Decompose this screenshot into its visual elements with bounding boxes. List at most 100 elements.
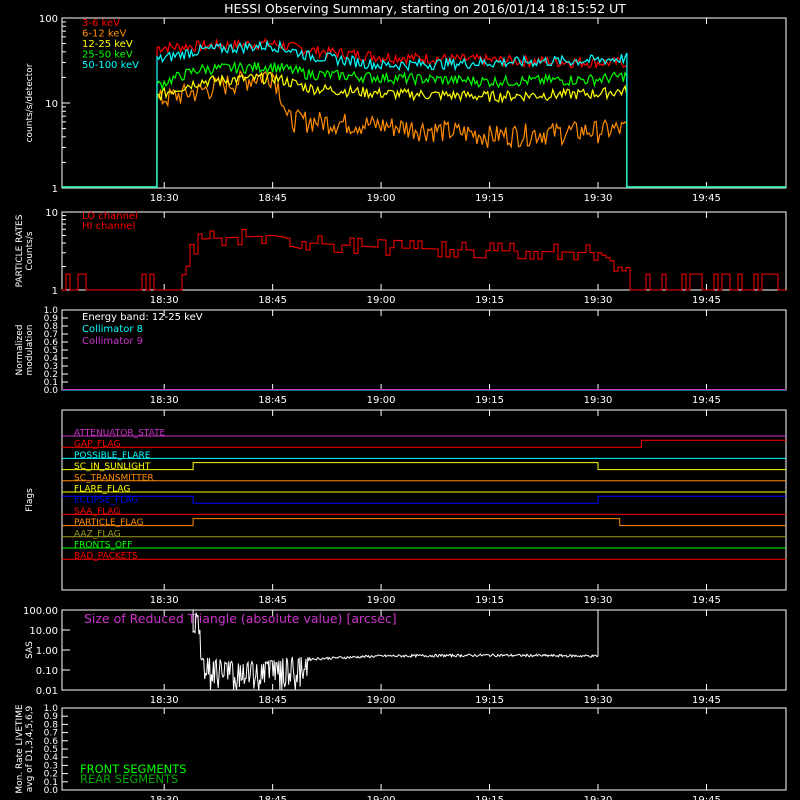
x-tick-label: 18:45 (258, 395, 287, 406)
x-tick-label: 19:30 (584, 395, 613, 406)
series-line (61, 228, 786, 291)
legend-label: 6-12 keV (82, 29, 126, 40)
y-tick-label: 0.2 (44, 370, 58, 380)
series-line (62, 71, 786, 188)
legend-label: Collimator 9 (82, 336, 143, 347)
legend-label: FRONT SEGMENTS (80, 762, 187, 776)
legend-label: 50-100 keV (82, 60, 139, 71)
series-line (62, 69, 786, 188)
y-tick-label: 0.3 (44, 761, 58, 771)
x-tick-label: 19:45 (692, 295, 721, 306)
x-tick-label: 18:30 (150, 193, 179, 204)
y-tick-label: 1.00 (36, 646, 58, 657)
flag-line (62, 439, 786, 448)
x-tick-label: 19:30 (584, 695, 613, 706)
plot-frame (61, 409, 787, 591)
series-line (62, 39, 786, 188)
flag-line (62, 518, 786, 527)
y-tick-label: 0.8 (44, 322, 59, 332)
flag-label: FRONTS_OFF (74, 541, 132, 551)
flag-label: PARTICLE_FLAG (74, 518, 144, 528)
flag-label: SC_IN_SUNLIGHT (74, 462, 151, 472)
flag-label: ECLIPSE_FLAG (74, 496, 138, 506)
y-tick-label: 0.5 (44, 745, 58, 755)
legend-label: REAR SEGMENTS (80, 772, 178, 786)
x-tick-label: 18:30 (150, 395, 179, 406)
legend-label: HI channel (82, 221, 135, 232)
y-tick-label: 0.0 (44, 386, 59, 396)
flag-line (62, 462, 786, 471)
y-tick-label: 0.5 (44, 346, 58, 356)
modulation-panel: 18:30 18:45 19:00 19:15 19:30 19:45 Normalized… (15, 306, 787, 406)
y-tick-label: 0.1 (44, 378, 58, 388)
x-tick-label: 18:45 (258, 295, 287, 306)
y-tick-label: 0.7 (44, 729, 58, 739)
flag-label: BAD_PACKETS (74, 552, 138, 562)
y-tick-label: 100.00 (23, 606, 58, 617)
series-line (62, 60, 786, 188)
y-tick-label: 0.9 (44, 314, 59, 324)
legend-label: LO channel (82, 211, 138, 222)
x-tick-label: 18:45 (258, 695, 287, 706)
figure-title: HESSI Observing Summary, starting on 201… (224, 1, 626, 16)
particle-rates-panel: 18:30 18:45 19:00 19:15 19:30 19:45 PARTICLE R… (15, 208, 787, 306)
sas-annotation: Size of Reduced Triangle (absolute value… (84, 611, 397, 626)
x-tick-label: 19:30 (584, 795, 613, 800)
y-tick-label: 1 (52, 286, 58, 297)
legend-label: 3-6 keV (82, 18, 120, 29)
flag-line (62, 495, 786, 504)
panels: 18:30 18:45 19:00 19:15 19:30 19:45 counts/s/d… (15, 14, 787, 800)
flag-label: ATTENUATOR_STATE (74, 429, 166, 439)
y-axis-label: Counts/s (25, 231, 35, 270)
x-tick-label: 19:45 (692, 595, 721, 606)
y-tick-label: 10 (45, 99, 58, 110)
y-tick-label: 1.0 (44, 704, 59, 714)
x-tick-label: 19:00 (367, 395, 396, 406)
y-tick-label: 100 (39, 14, 58, 25)
x-tick-label: 19:15 (475, 295, 504, 306)
x-tick-label: 19:15 (475, 795, 504, 800)
x-tick-label: 18:45 (258, 795, 287, 800)
x-tick-label: 18:30 (150, 795, 179, 800)
y-axis-label: modulation (25, 325, 35, 376)
y-tick-label: 0.6 (44, 737, 59, 747)
y-tick-label: 1 (52, 184, 58, 195)
y-tick-label: 0.01 (36, 686, 58, 697)
x-tick-label: 19:15 (475, 193, 504, 204)
y-tick-label: 0.0 (44, 786, 59, 796)
flags-panel: 18:30 18:45 19:00 19:15 19:30 19:45 Flags ATTEN… (25, 409, 787, 606)
x-tick-label: 19:30 (584, 295, 613, 306)
legend-label: 25-50 keV (82, 50, 133, 61)
y-tick-label: 0.2 (44, 770, 58, 780)
plot-frame (61, 17, 787, 189)
plot-frame (61, 211, 787, 291)
y-tick-label: 0.4 (44, 753, 59, 763)
x-tick-label: 18:30 (150, 695, 179, 706)
y-tick-label: 0.4 (44, 354, 59, 364)
y-tick-label: 0.10 (36, 666, 58, 677)
y-tick-label: 0.1 (44, 778, 58, 788)
x-tick-label: 19:00 (367, 795, 396, 800)
y-axis-label: Normalized (15, 324, 25, 375)
y-tick-label: 0.7 (44, 330, 58, 340)
energy-band-annotation: Energy band: 12-25 keV (82, 312, 203, 323)
x-tick-label: 19:45 (692, 395, 721, 406)
flag-label: POSSIBLE_FLARE (74, 451, 151, 461)
y-tick-label: 0.8 (44, 720, 59, 730)
x-tick-label: 19:45 (692, 695, 721, 706)
y-tick-label: 1.0 (44, 306, 59, 316)
flag-label: FLARE_FLAG (74, 485, 130, 495)
y-axis-label: Flags (25, 488, 35, 512)
x-tick-label: 19:30 (584, 595, 613, 606)
legend-label: 12-25 keV (82, 39, 133, 50)
livetime-panel: 18:30 18:45 19:00 19:15 19:30 19:45 Mon. Rate … (15, 704, 787, 800)
x-tick-label: 19:30 (584, 193, 613, 204)
x-tick-label: 19:00 (367, 695, 396, 706)
flag-label: SC_TRANSMITTER (74, 473, 154, 483)
x-tick-label: 18:45 (258, 193, 287, 204)
y-axis-label: counts/s/detector (25, 63, 35, 142)
flag-label: SAA_FLAG (74, 507, 120, 517)
y-tick-label: 10.00 (29, 626, 58, 637)
